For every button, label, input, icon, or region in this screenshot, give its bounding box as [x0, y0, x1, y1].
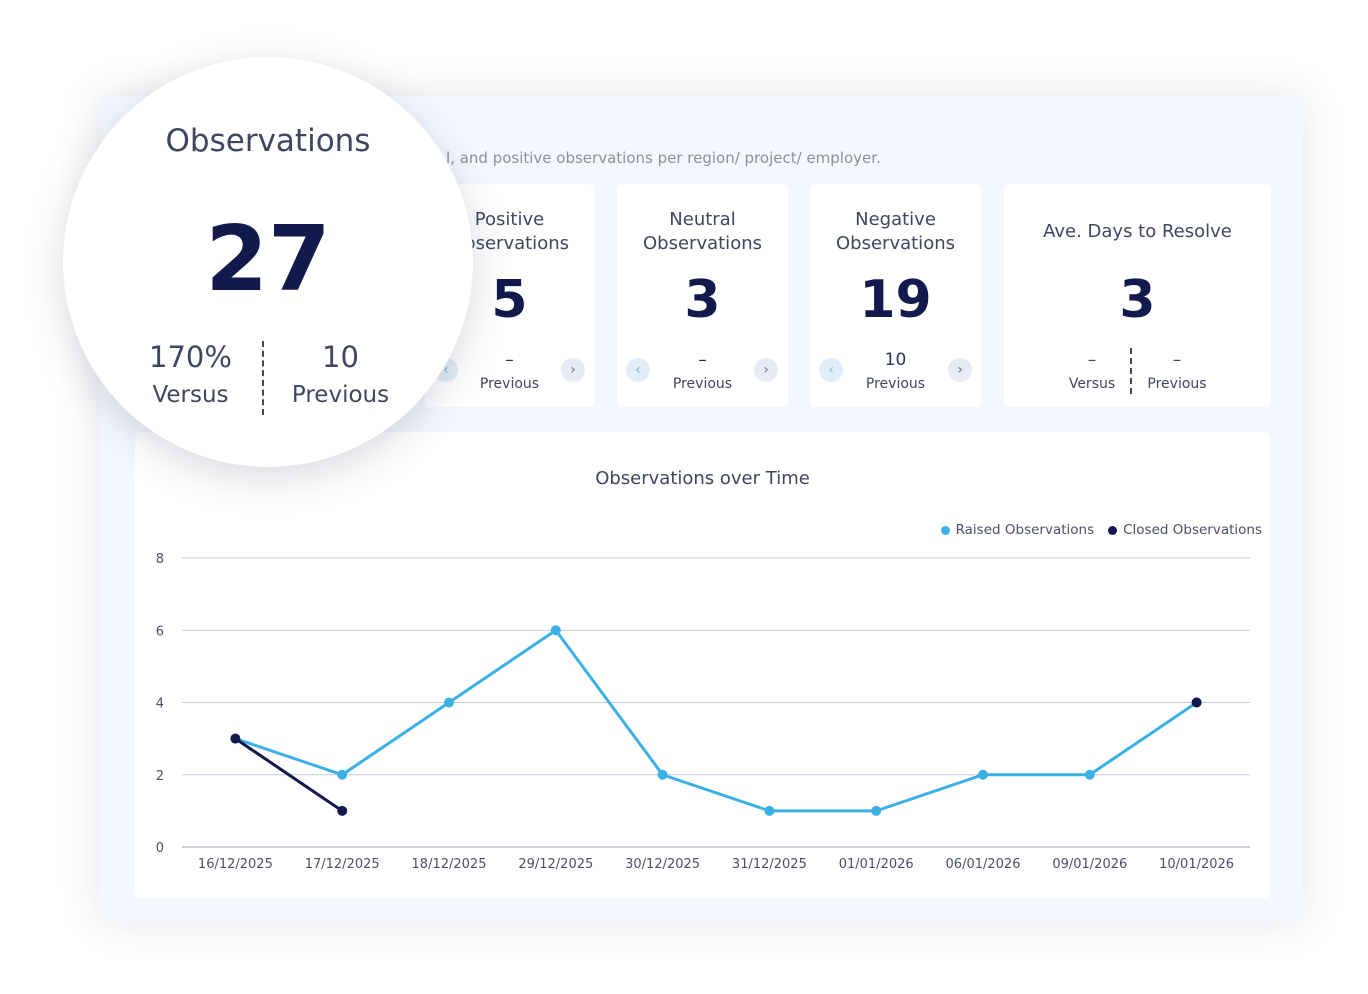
data-point [444, 697, 454, 708]
x-tick-label: 31/12/2025 [732, 857, 807, 872]
previous-value: 10 [322, 340, 359, 374]
previous-group: 10 Previous [263, 340, 418, 408]
card-title: Positive Observations [450, 209, 569, 254]
y-tick-label: 6 [156, 624, 164, 639]
divider [262, 341, 264, 415]
x-tick-label: 18/12/2025 [412, 857, 487, 872]
x-tick-label: 06/01/2026 [946, 857, 1021, 872]
x-tick-label: 09/01/2026 [1052, 857, 1127, 872]
chevron-left-icon[interactable]: ‹ [626, 358, 650, 382]
chart-legend: Raised Observations Closed Observations [940, 522, 1262, 538]
data-point [764, 805, 775, 816]
chevron-right-icon[interactable]: › [948, 358, 972, 382]
previous-label: Previous [672, 376, 733, 392]
versus-label: Versus [1068, 376, 1116, 392]
observations-summary-magnifier: Observations 27 170% Versus 10 Previous [63, 57, 473, 467]
chart-title: Observations over Time [595, 468, 810, 489]
data-point [550, 625, 561, 636]
y-tick-label: 8 [156, 552, 164, 567]
versus-value: 170% [149, 340, 232, 374]
legend-label: Closed Observations [1123, 522, 1262, 538]
card-title: Neutral Observations [643, 209, 762, 254]
neutral-observations-card: Neutral Observations 3 – Previous ‹ › [617, 184, 788, 407]
x-tick-label: 10/01/2026 [1159, 857, 1234, 872]
previous-value: – [1172, 350, 1182, 370]
versus-value: – [1087, 350, 1097, 370]
x-tick-label: 30/12/2025 [625, 857, 700, 872]
data-point [230, 733, 241, 744]
card-title: Ave. Days to Resolve [1043, 221, 1232, 242]
data-point [978, 769, 988, 780]
summary-title: Observations [165, 123, 371, 159]
versus-label: Versus [152, 382, 229, 408]
previous-value: – [698, 350, 707, 370]
divider [1130, 348, 1132, 394]
observations-over-time-chart: Observations over Time Raised Observatio… [135, 432, 1270, 898]
x-tick-label: 16/12/2025 [198, 857, 273, 872]
data-point [337, 805, 348, 816]
card-value: 19 [859, 270, 932, 330]
y-tick-label: 4 [156, 697, 164, 712]
legend-label: Raised Observations [955, 522, 1095, 538]
chevron-left-icon[interactable]: ‹ [819, 358, 843, 382]
legend-dot [1108, 525, 1118, 535]
x-tick-label: 29/12/2025 [518, 857, 593, 872]
versus-group: 170% Versus [103, 340, 278, 408]
series-line [234, 737, 344, 813]
legend-dot [940, 525, 950, 535]
data-point [871, 805, 882, 816]
data-point [1084, 769, 1095, 780]
legend-item-raised[interactable]: Raised Observations [940, 522, 1095, 538]
chevron-right-icon[interactable]: › [561, 358, 585, 382]
card-title: Negative Observations [836, 209, 955, 254]
legend-item-closed[interactable]: Closed Observations [1108, 522, 1262, 538]
chevron-right-icon[interactable]: › [754, 358, 778, 382]
ave-days-to-resolve-card: Ave. Days to Resolve 3 – Versus – Previo… [1004, 184, 1271, 407]
summary-value: 27 [205, 207, 331, 312]
x-tick-label: 17/12/2025 [305, 857, 380, 872]
negative-observations-card: Negative Observations 19 10 Previous ‹ › [810, 184, 981, 407]
y-tick-label: 0 [156, 841, 164, 856]
previous-label: Previous [865, 376, 926, 392]
previous-label: Previous [291, 382, 390, 408]
page-subtitle: l, and positive observations per region/… [446, 149, 881, 167]
card-value: 3 [684, 270, 721, 330]
previous-label: Previous [479, 376, 540, 392]
previous-label: Previous [1147, 376, 1207, 392]
previous-value: – [505, 350, 514, 370]
data-point [337, 769, 348, 780]
series-line [234, 628, 1198, 813]
card-value: 5 [491, 270, 528, 330]
card-value: 3 [1119, 270, 1156, 330]
x-tick-label: 01/01/2026 [839, 857, 914, 872]
chart-plot: 0 2 4 6 8 16/12/2025 17/12/2025 18/12/2025 29/12… [156, 552, 1250, 872]
previous-value: 10 [884, 350, 907, 370]
data-point [1191, 697, 1202, 708]
y-tick-label: 2 [156, 769, 164, 784]
data-point [657, 769, 668, 780]
